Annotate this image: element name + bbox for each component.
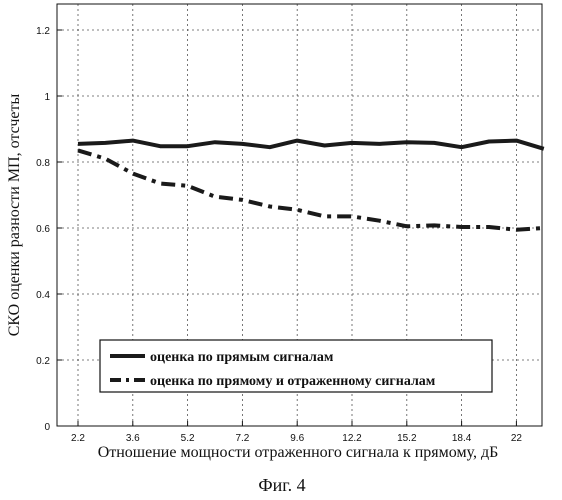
series-group [78,141,544,230]
x-tick-label: 9.6 [290,433,304,444]
y-tick-label: 1 [44,92,50,103]
x-tick-label: 18.4 [452,433,472,444]
legend-label-reflected: оценка по прямому и отраженному сигналам [150,374,436,389]
y-tick-label: 0.4 [36,290,50,301]
y-tick-label: 0.6 [36,224,50,235]
series-line-direct [78,141,544,149]
figure-caption: Фиг. 4 [258,475,305,495]
x-tick-label: 7.2 [235,433,249,444]
legend-label-direct: оценка по прямым сигналам [150,350,334,365]
x-tick-label: 5.2 [181,433,195,444]
y-tick-label: 0.2 [36,356,50,367]
legend: оценка по прямым сигналам оценка по прям… [100,340,492,392]
x-axis-title: Отношение мощности отраженного сигнала к… [98,444,499,461]
y-tick-label: 0.8 [36,158,50,169]
y-tick-label: 0 [44,422,50,433]
y-axis-title: СКО оценки разности МП, отсчеты [6,93,23,336]
x-tick-label: 3.6 [126,433,140,444]
x-tick-label: 2.2 [71,433,85,444]
y-axis-ticks: 0 0.2 0.4 0.6 0.8 1 1.2 [36,26,62,433]
x-tick-label: 22 [511,433,523,444]
x-tick-label: 12.2 [342,433,362,444]
x-axis-ticks: 2.2 3.6 5.2 7.2 9.6 12.2 15.2 18.4 22 [71,421,522,444]
x-tick-label: 15.2 [397,433,417,444]
y-tick-label: 1.2 [36,26,50,37]
